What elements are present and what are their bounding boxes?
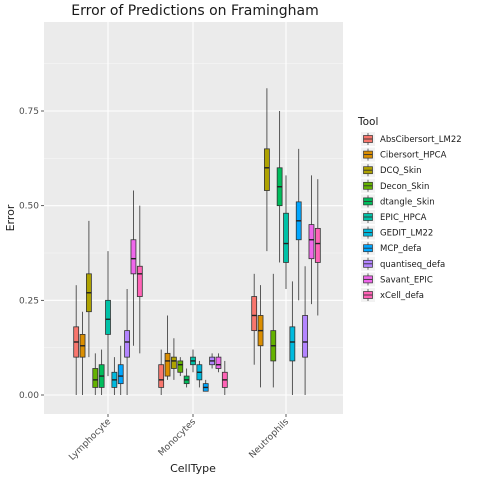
legend-label: MCP_defa [380,244,421,254]
box-quantiseq_defa [302,266,308,395]
x-axis-title: CellType [170,462,216,475]
box-Savant_EPIC [308,175,315,305]
y-tick-label: 0.00 [19,391,39,401]
box-xCell_defa [136,205,143,354]
legend-item: Decon_Skin [361,178,429,193]
box-Savant_EPIC [215,353,222,373]
legend-label: quantiseq_defa [380,260,445,270]
box-EPIC_HPCA [283,175,289,289]
legend: Tool AbsCibersort_LM22 Cibersort_HPCA DCQ_… [357,116,462,302]
y-tick-label: 0.50 [19,202,39,212]
legend-item: DCQ_Skin [361,163,422,178]
box-AbsCibersort_LM22 [251,273,258,365]
box-DCQ_Skin [171,338,177,380]
box-EPIC_HPCA [190,349,196,373]
y-axis-title: Error [4,204,17,231]
box-Decon_Skin [270,273,277,388]
legend-label: GEDIT_LM22 [380,229,433,239]
y-axis: 0.00 0.25 0.50 0.75 [19,107,44,401]
box-dtangle_Skin [183,368,190,388]
legend-label: Cibersort_HPCA [380,151,447,161]
box-Cibersort_HPCA [79,311,86,395]
box-iqr [164,352,171,377]
box-GEDIT_LM22 [196,360,203,388]
box-Decon_Skin [177,357,184,377]
box-Savant_EPIC [130,190,137,346]
box-Decon_Skin [92,353,99,395]
box-iqr [308,224,315,260]
legend-item: dtangle_Skin [361,194,435,209]
box-iqr [177,360,184,373]
box-iqr [289,326,296,362]
x-axis: Lymphocyte Monocytes Neutrophils [67,414,291,463]
box-AbsCibersort_LM22 [158,349,165,395]
box-Cibersort_HPCA [257,285,264,388]
legend-label: EPIC_HPCA [380,213,427,223]
box-iqr [117,364,124,385]
legend-title: Tool [357,116,378,128]
box-iqr [302,315,308,358]
y-tick-label: 0.75 [19,107,39,117]
box-GEDIT_LM22 [289,281,296,395]
box-series [73,88,321,395]
box-AbsCibersort_LM22 [73,285,80,395]
legend-item: MCP_defa [361,241,421,256]
legend-label: AbsCibersort_LM22 [380,135,462,145]
legend-label: dtangle_Skin [380,197,435,207]
legend-item: EPIC_HPCA [361,210,427,224]
box-Cibersort_HPCA [164,315,171,380]
box-dtangle_Skin [276,111,283,263]
legend-label: Savant_EPIC [380,275,433,285]
box-iqr [251,296,258,332]
box-iqr [92,368,99,388]
legend-item: quantiseq_defa [361,256,445,271]
box-DCQ_Skin [86,220,92,358]
box-iqr [124,330,130,358]
box-iqr [314,227,321,263]
box-MCP_defa [202,379,209,392]
legend-label: Decon_Skin [380,182,429,192]
box-xCell_defa [221,360,228,395]
box-iqr [283,212,289,263]
legend-item: Savant_EPIC [361,272,433,287]
box-iqr [130,239,137,275]
x-tick-label: Monocytes [157,417,199,459]
legend-item: AbsCibersort_LM22 [361,132,462,146]
box-iqr [105,299,111,335]
legend-item: GEDIT_LM22 [361,225,433,240]
legend-item: Cibersort_HPCA [361,147,447,162]
x-tick-label: Lymphocyte [67,417,113,463]
box-dtangle_Skin [98,349,105,395]
box-MCP_defa [117,345,124,395]
box-GEDIT_LM22 [111,357,118,395]
box-quantiseq_defa [209,353,215,369]
x-tick-label: Neutrophils [248,417,292,461]
legend-label: DCQ_Skin [380,166,422,176]
box-xCell_defa [314,179,321,316]
box-MCP_defa [295,148,302,301]
box-iqr [158,364,165,388]
y-tick-label: 0.25 [19,296,39,306]
box-DCQ_Skin [264,88,270,252]
box-quantiseq_defa [124,288,130,395]
box-iqr [171,356,177,369]
box-iqr [136,265,143,297]
legend-label: xCell_defa [380,291,424,301]
box-iqr [215,356,222,369]
box-EPIC_HPCA [105,251,111,377]
chart-title: Error of Predictions on Framingham [71,3,318,19]
box-iqr [264,148,270,191]
legend-item: xCell_defa [361,288,424,302]
